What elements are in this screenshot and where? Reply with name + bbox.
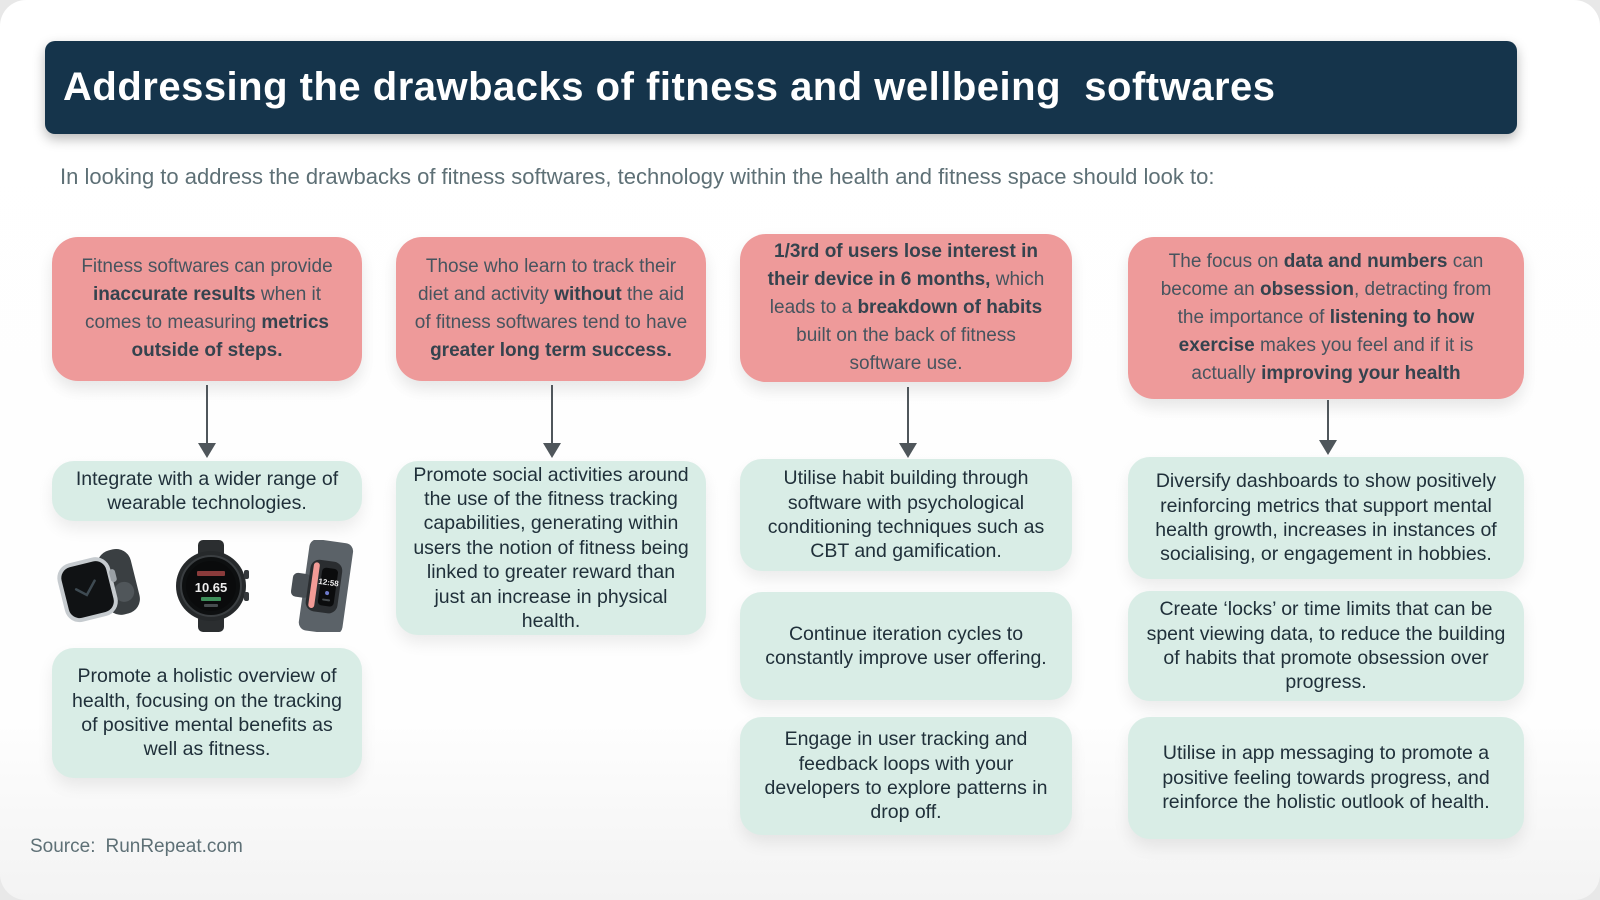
intro-text: In looking to address the drawbacks of f… bbox=[60, 164, 1215, 189]
drawback-box-3: 1/3rd of users lose interest in their de… bbox=[740, 234, 1072, 382]
fitness-band-image: 12:58 bbox=[290, 540, 354, 632]
arrow-line bbox=[205, 385, 209, 443]
arrow-head-icon bbox=[1319, 440, 1337, 455]
solution-box-3-1: Utilise habit building through software … bbox=[740, 459, 1072, 571]
solution-box-1-2: Promote a holistic overview of health, f… bbox=[52, 648, 362, 778]
wearables-image-row: 10.65 12:58 bbox=[52, 538, 362, 634]
arrow-line bbox=[906, 387, 910, 443]
solution-box-3-2: Continue iteration cycles to constantly … bbox=[740, 592, 1072, 700]
arrow-head-icon bbox=[899, 443, 917, 458]
watch-distance-value: 10.65 bbox=[195, 580, 228, 595]
flow-arrow-4 bbox=[1319, 400, 1337, 455]
page-title: Addressing the drawbacks of fitness and … bbox=[63, 65, 1276, 109]
drawback-box-1: Fitness softwares can provide inaccurate… bbox=[52, 237, 362, 381]
solution-box-4-2: Create ‘locks’ or time limits that can b… bbox=[1128, 591, 1524, 701]
solution-box-3-3: Engage in user tracking and feedback loo… bbox=[740, 717, 1072, 835]
round-gps-watch-image: 10.65 bbox=[176, 540, 249, 632]
flow-arrow-3 bbox=[899, 387, 917, 458]
solution-box-4-1: Diversify dashboards to show positively … bbox=[1128, 457, 1524, 579]
arrow-line bbox=[1326, 400, 1330, 440]
arrow-head-icon bbox=[543, 443, 561, 458]
header-bar: Addressing the drawbacks of fitness and … bbox=[45, 41, 1517, 134]
solution-box-1-1: Integrate with a wider range of wearable… bbox=[52, 461, 362, 521]
arrow-line bbox=[550, 385, 554, 443]
square-smartwatch-image bbox=[57, 548, 140, 623]
band-time-value: 12:58 bbox=[318, 577, 340, 589]
drawback-box-4: The focus on data and numbers can become… bbox=[1128, 237, 1524, 399]
source-label: Source: bbox=[30, 836, 96, 857]
flow-arrow-2 bbox=[543, 385, 561, 458]
drawback-box-2: Those who learn to track their diet and … bbox=[396, 237, 706, 381]
source-attribution: Source: RunRepeat.com bbox=[30, 836, 243, 858]
source-value: RunRepeat.com bbox=[105, 836, 243, 857]
solution-box-2-1: Promote social activities around the use… bbox=[396, 461, 706, 635]
arrow-head-icon bbox=[198, 443, 216, 458]
solution-box-4-3: Utilise in app messaging to promote a po… bbox=[1128, 717, 1524, 839]
flow-arrow-1 bbox=[198, 385, 216, 458]
